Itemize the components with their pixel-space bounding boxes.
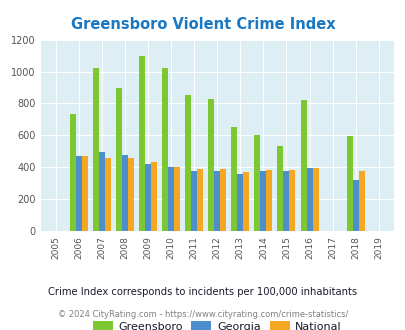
Bar: [214, 171, 220, 231]
Bar: [358, 171, 364, 231]
Bar: [289, 170, 295, 231]
Bar: [81, 156, 87, 231]
Bar: [197, 169, 202, 231]
Text: Crime Index corresponds to incidents per 100,000 inhabitants: Crime Index corresponds to incidents per…: [48, 287, 357, 297]
Bar: [260, 171, 266, 231]
Bar: [346, 136, 352, 231]
Bar: [283, 171, 289, 231]
Bar: [237, 174, 243, 231]
Bar: [128, 158, 134, 231]
Bar: [93, 68, 98, 231]
Bar: [115, 88, 122, 231]
Bar: [151, 162, 157, 231]
Bar: [231, 126, 237, 231]
Legend: Greensboro, Georgia, National: Greensboro, Georgia, National: [88, 317, 345, 330]
Bar: [352, 180, 358, 231]
Bar: [220, 169, 226, 231]
Bar: [145, 164, 151, 231]
Bar: [243, 172, 249, 231]
Bar: [162, 68, 168, 231]
Text: Greensboro Violent Crime Index: Greensboro Violent Crime Index: [70, 17, 335, 32]
Bar: [104, 158, 111, 231]
Bar: [266, 170, 272, 231]
Text: © 2024 CityRating.com - https://www.cityrating.com/crime-statistics/: © 2024 CityRating.com - https://www.city…: [58, 310, 347, 319]
Bar: [306, 168, 312, 231]
Bar: [168, 167, 174, 231]
Bar: [98, 152, 104, 231]
Bar: [70, 114, 75, 231]
Bar: [312, 168, 318, 231]
Bar: [208, 99, 214, 231]
Bar: [254, 135, 260, 231]
Bar: [185, 95, 191, 231]
Bar: [122, 155, 128, 231]
Bar: [75, 156, 81, 231]
Bar: [191, 171, 197, 231]
Bar: [277, 147, 283, 231]
Bar: [300, 100, 306, 231]
Bar: [139, 56, 145, 231]
Bar: [174, 167, 179, 231]
